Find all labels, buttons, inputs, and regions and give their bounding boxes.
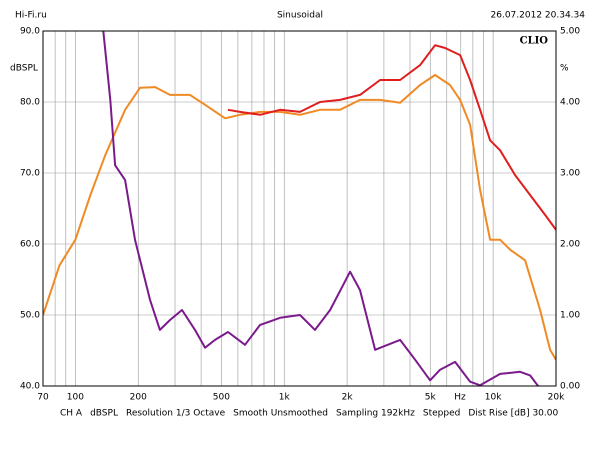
- x-tick-label: 2k: [342, 393, 354, 403]
- y2-tick-label: 4.00: [560, 98, 580, 108]
- footer-item: Smooth Unsmoothed: [233, 409, 328, 419]
- series-line: [43, 74, 556, 361]
- x-tick-label: 5k: [425, 393, 437, 403]
- y2-tick-label: 5.00: [560, 27, 580, 37]
- y2-tick-label: 3.00: [560, 169, 580, 179]
- y-tick-label: 60.0: [20, 240, 40, 250]
- footer-item: Resolution 1/3 Octave: [126, 409, 226, 419]
- brand: CLIO: [520, 36, 549, 47]
- x-axis-label: Hz: [454, 393, 466, 403]
- footer-item: dBSPL: [90, 409, 118, 419]
- x-tick-label: 70: [37, 393, 49, 403]
- x-tick-label: 1k: [279, 393, 291, 403]
- header-left: Hi-Fi.ru: [15, 11, 47, 21]
- footer-item: Stepped: [423, 409, 460, 419]
- plot-lines: [43, 31, 556, 386]
- footer-item: Dist Rise [dB] 30.00: [468, 409, 558, 419]
- labels: 40.0 50.0 60.0 70.0 80.0 90.0 0.00 1.00 2.00 3.00…: [20, 27, 580, 419]
- y-tick-label: 80.0: [20, 98, 40, 108]
- series-line: [102, 31, 539, 386]
- x-tick-label: 200: [130, 393, 147, 403]
- y-tick-label: 70.0: [20, 169, 40, 179]
- plot-frame: [42, 30, 557, 387]
- x-tick-label: 10k: [485, 393, 502, 403]
- grid: [42, 30, 557, 387]
- y2-axis-label: %: [560, 64, 569, 74]
- footer-item: Sampling 192kHz: [336, 409, 415, 419]
- series-line: [227, 44, 556, 231]
- y-tick-label: 50.0: [20, 311, 40, 321]
- y-tick-label: 40.0: [20, 382, 40, 392]
- header-center: Sinusoidal: [277, 11, 323, 21]
- x-tick-label: 20k: [548, 393, 565, 403]
- header-right: 26.07.2012 20.34.34: [491, 11, 586, 21]
- y2-tick-label: 1.00: [560, 311, 580, 321]
- y2-tick-label: 0.00: [560, 382, 580, 392]
- x-tick-label: 100: [67, 393, 84, 403]
- y-tick-label: 90.0: [20, 27, 40, 37]
- y-axis-label: dBSPL: [10, 64, 38, 74]
- footer-item: CH A: [60, 409, 83, 419]
- x-tick-label: 500: [213, 393, 230, 403]
- y2-tick-label: 2.00: [560, 240, 580, 250]
